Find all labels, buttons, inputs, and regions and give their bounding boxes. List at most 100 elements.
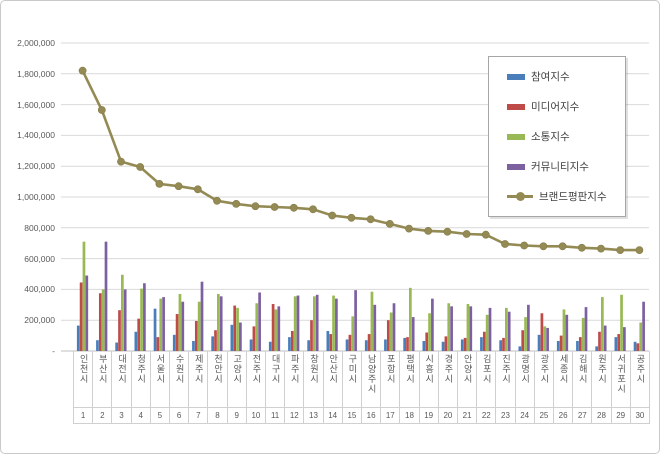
line-marker <box>193 185 202 194</box>
rank-label: 2 <box>92 408 112 424</box>
rank-label: 29 <box>610 408 630 424</box>
bar <box>537 334 541 351</box>
bar <box>335 298 338 351</box>
category-label-cell: 천안시 <box>207 351 227 408</box>
category-label-cell: 대전시 <box>111 351 131 408</box>
bar <box>134 331 138 351</box>
category-label: 평택시 <box>404 354 415 384</box>
line-marker <box>232 199 241 208</box>
community-swatch-icon <box>507 163 525 170</box>
bar <box>123 289 127 351</box>
bar <box>197 301 201 351</box>
category-label: 광명시 <box>520 354 531 384</box>
category-label-cell: 경주시 <box>437 351 457 408</box>
bar <box>543 326 547 351</box>
category-label-cell: 고양시 <box>226 351 246 408</box>
bar <box>636 343 640 351</box>
bar <box>101 289 105 351</box>
y-tick-label: 1,400,000 <box>17 130 55 141</box>
line-marker <box>405 224 413 233</box>
category-label: 세종시 <box>558 354 569 384</box>
category-label: 김포시 <box>481 354 492 384</box>
line-marker <box>328 211 337 220</box>
legend-item-media: 미디어지수 <box>507 99 625 114</box>
line-marker <box>577 243 586 252</box>
line-marker <box>78 66 87 75</box>
category-label: 김해시 <box>577 354 588 384</box>
category-label-cell: 서귀포시 <box>610 351 630 408</box>
line-marker <box>385 219 394 228</box>
category-label-cell: 광주시 <box>533 351 553 408</box>
bar <box>389 312 393 351</box>
bar <box>348 334 352 351</box>
bar <box>140 288 143 351</box>
category-label: 진주시 <box>500 354 511 384</box>
category-label: 부산시 <box>97 354 108 384</box>
y-tick-label: 1,800,000 <box>17 68 55 79</box>
rank-label: 27 <box>572 408 592 424</box>
bar <box>614 337 618 351</box>
category-label: 공주시 <box>635 354 646 384</box>
line-marker <box>635 246 644 254</box>
y-tick-label: 2,000,000 <box>17 38 55 48</box>
bar <box>329 334 333 351</box>
bar <box>595 346 598 351</box>
category-label-cell: 광명시 <box>514 351 534 408</box>
bar <box>98 293 102 351</box>
bar <box>217 294 220 351</box>
bar <box>565 314 569 351</box>
bar <box>598 331 601 351</box>
category-label-cell: 세종시 <box>553 351 573 408</box>
legend: 참여지수 미디어지수 소통지수 커뮤니티지수 브랜드평판지수 <box>488 56 626 217</box>
category-label-cell: 서울시 <box>149 351 169 408</box>
bar <box>277 306 281 351</box>
legend-label: 미디어지수 <box>531 101 580 113</box>
rank-label: 23 <box>495 408 515 424</box>
bar <box>159 298 163 351</box>
rank-label: 21 <box>457 408 477 424</box>
bar <box>584 307 588 351</box>
bar <box>502 337 505 351</box>
bar <box>428 313 431 351</box>
rank-label: 18 <box>399 408 419 424</box>
line-marker <box>289 203 298 212</box>
bar <box>507 311 511 351</box>
bar <box>642 301 645 351</box>
category-label: 파주시 <box>289 354 300 384</box>
bar <box>76 325 80 351</box>
bar <box>441 341 445 351</box>
legend-item-communication: 소통지수 <box>507 129 625 144</box>
bar <box>236 307 239 351</box>
category-label: 수원시 <box>174 354 185 384</box>
bar <box>290 330 294 351</box>
y-tick-label: 1,000,000 <box>17 192 55 202</box>
y-tick-label: 800,000 <box>24 222 55 233</box>
bar <box>156 337 160 351</box>
rank-label: 5 <box>149 408 169 424</box>
bar <box>211 336 214 351</box>
bar <box>162 297 165 351</box>
bar <box>469 306 473 351</box>
bar <box>403 337 406 351</box>
bar <box>82 241 86 351</box>
participation-swatch-icon <box>507 73 525 80</box>
bar <box>249 339 253 351</box>
rank-label: 13 <box>303 408 323 424</box>
line-marker <box>117 157 125 166</box>
bar <box>115 342 118 351</box>
y-tick-label: 400,000 <box>24 284 55 295</box>
rank-label: 8 <box>207 408 227 424</box>
bar <box>153 308 157 351</box>
bar <box>351 316 355 351</box>
bar <box>524 317 527 351</box>
line-marker <box>443 227 452 236</box>
line-marker <box>424 226 433 235</box>
bar <box>617 334 621 351</box>
bar <box>172 334 176 351</box>
line-marker <box>136 163 145 171</box>
bar <box>96 340 99 351</box>
bar <box>332 295 335 351</box>
bar <box>499 340 502 351</box>
y-tick-label: 200,000 <box>24 315 55 326</box>
